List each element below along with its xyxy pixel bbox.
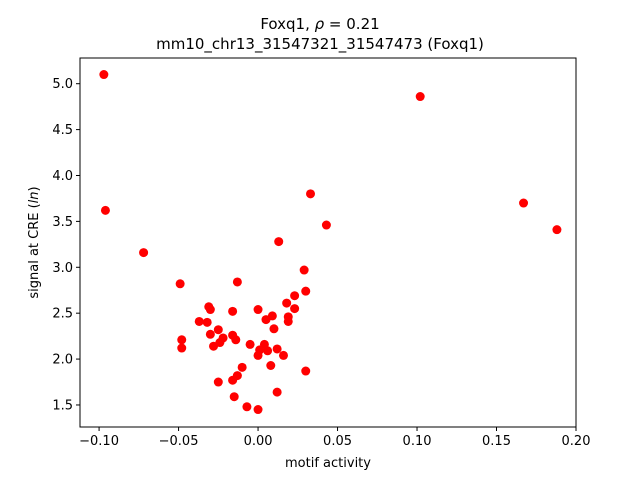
data-point-35 xyxy=(245,339,255,349)
data-point-25 xyxy=(202,317,212,327)
title-prefix: Foxq1, xyxy=(260,15,314,33)
data-point-31 xyxy=(231,335,241,345)
data-point-12 xyxy=(301,286,311,296)
y-label-prefix: signal at CRE ( xyxy=(27,203,42,298)
data-point-21 xyxy=(261,315,271,325)
data-point-18 xyxy=(228,306,238,316)
data-point-51 xyxy=(242,402,252,412)
data-point-27 xyxy=(269,324,279,334)
y-tick-label: 4.0 xyxy=(52,169,73,184)
data-point-50 xyxy=(229,392,239,402)
data-point-32 xyxy=(177,335,187,345)
y-axis-label: signal at CRE (ln) xyxy=(27,186,42,298)
y-tick-label: 4.5 xyxy=(52,123,73,138)
data-point-41 xyxy=(278,350,288,360)
data-points xyxy=(99,70,562,415)
title-rho: ρ xyxy=(315,15,325,33)
data-point-48 xyxy=(213,377,223,387)
y-tick-label: 3.0 xyxy=(52,261,73,276)
x-axis: −0.10 −0.05 0.00 0.05 0.10 0.15 0.20 xyxy=(79,427,590,449)
x-tick-label: 0.00 xyxy=(244,434,273,449)
chart-title-line1: Foxq1, ρ = 0.21 xyxy=(260,15,379,33)
data-point-39 xyxy=(263,346,273,356)
chart-title-line2: mm10_chr13_31547321_31547473 (Foxq1) xyxy=(156,35,484,54)
data-point-2 xyxy=(100,205,110,215)
x-tick-label: −0.05 xyxy=(159,434,199,449)
data-point-6 xyxy=(519,198,529,208)
x-axis-label: motif activity xyxy=(285,456,371,471)
x-tick-label: −0.10 xyxy=(79,434,119,449)
data-point-1 xyxy=(415,92,425,102)
y-tick-label: 3.5 xyxy=(52,215,73,230)
data-point-40 xyxy=(272,344,282,354)
y-tick-label: 2.5 xyxy=(52,307,73,322)
data-point-42 xyxy=(253,350,263,360)
data-point-0 xyxy=(99,70,109,80)
y-label-italic: ln xyxy=(27,191,42,203)
data-point-17 xyxy=(205,305,215,315)
x-tick-label: 0.20 xyxy=(562,434,591,449)
x-tick-label: 0.10 xyxy=(403,434,432,449)
data-point-8 xyxy=(274,237,284,247)
y-label-suffix: ) xyxy=(27,186,42,191)
data-point-52 xyxy=(253,405,263,415)
data-point-4 xyxy=(306,189,316,199)
data-point-45 xyxy=(301,366,311,376)
data-point-28 xyxy=(205,329,215,339)
y-tick-label: 5.0 xyxy=(52,77,73,92)
y-tick-label: 1.5 xyxy=(52,398,73,413)
data-point-14 xyxy=(282,298,292,308)
data-point-15 xyxy=(290,304,300,314)
y-axis: 1.5 2.0 2.5 3.0 3.5 4.0 4.5 5.0 xyxy=(52,77,80,413)
data-point-47 xyxy=(228,375,238,385)
data-point-19 xyxy=(253,305,263,315)
title-suffix: = 0.21 xyxy=(324,15,380,33)
plot-frame xyxy=(79,57,577,428)
data-point-49 xyxy=(272,387,282,397)
data-point-10 xyxy=(175,279,185,289)
data-point-5 xyxy=(321,220,331,230)
data-point-23 xyxy=(283,316,293,326)
data-point-11 xyxy=(232,277,242,287)
data-point-13 xyxy=(290,291,300,301)
data-point-24 xyxy=(194,316,204,326)
y-tick-label: 2.0 xyxy=(52,353,73,368)
data-point-44 xyxy=(266,361,276,370)
data-point-9 xyxy=(299,265,309,275)
x-tick-label: 0.15 xyxy=(482,434,511,449)
data-point-3 xyxy=(139,248,149,258)
data-point-26 xyxy=(213,325,223,335)
data-point-7 xyxy=(552,225,562,235)
data-point-43 xyxy=(237,362,247,372)
data-point-37 xyxy=(177,343,187,353)
data-point-34 xyxy=(209,341,219,351)
x-tick-label: 0.05 xyxy=(323,434,352,449)
